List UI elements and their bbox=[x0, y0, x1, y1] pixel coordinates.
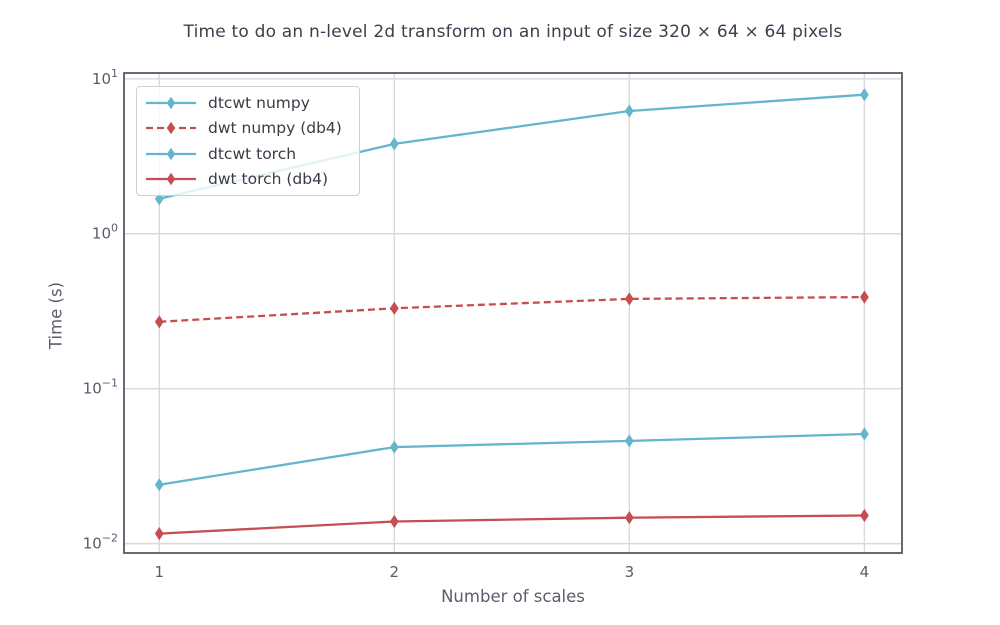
legend-label: dtcwt torch bbox=[208, 144, 297, 163]
y-tick-label: 101 bbox=[92, 67, 118, 88]
axes-border bbox=[123, 72, 903, 554]
chart-title: Time to do an n-level 2d transform on an… bbox=[183, 22, 843, 42]
data-point-dtcwt-torch bbox=[624, 434, 634, 448]
legend-sample-marker bbox=[166, 147, 176, 160]
series-line-dtcwt-torch bbox=[159, 432, 865, 486]
tick-labels: 1 2 3 4 101 100 10−1 10−2 bbox=[83, 67, 869, 581]
legend-sample-marker bbox=[166, 122, 176, 135]
x-tick-label: 4 bbox=[860, 563, 870, 581]
legend-sample-marker bbox=[166, 96, 176, 109]
x-tick-label: 3 bbox=[625, 563, 635, 581]
data-point-dtcwt-torch bbox=[860, 427, 869, 441]
data-point-dwt-torch-db4 bbox=[154, 527, 164, 541]
series-line-dwt-torch-db4 bbox=[159, 514, 865, 535]
data-point-dtcwt-numpy bbox=[624, 104, 634, 118]
data-point-dwt-numpy-db4 bbox=[860, 290, 869, 304]
legend-item: dwt torch (db4) bbox=[145, 170, 351, 188]
y-tick-label: 10−2 bbox=[83, 532, 118, 553]
x-tick-label: 1 bbox=[154, 563, 164, 581]
y-tick-label: 10−1 bbox=[83, 377, 118, 398]
legend-line-sample-icon bbox=[146, 96, 196, 109]
x-tick-label: 2 bbox=[390, 563, 400, 581]
legend-line-sample-icon bbox=[146, 173, 196, 186]
legend-line-sample-icon bbox=[146, 147, 196, 160]
y-tick-label: 100 bbox=[92, 222, 118, 243]
data-point-dtcwt-torch bbox=[154, 478, 164, 492]
legend-label: dwt torch (db4) bbox=[208, 170, 329, 189]
data-point-dwt-numpy-db4 bbox=[624, 292, 634, 306]
legend-sample-marker bbox=[166, 173, 176, 186]
series-line-dwt-numpy-db4 bbox=[159, 295, 865, 323]
data-point-dwt-numpy-db4 bbox=[154, 315, 164, 329]
legend-line-sample-icon bbox=[146, 122, 196, 135]
legend-label: dtcwt numpy bbox=[208, 93, 310, 112]
legend-item: dtcwt torch bbox=[145, 145, 351, 163]
data-point-dtcwt-numpy bbox=[860, 88, 869, 102]
legend: dtcwt numpy dwt numpy (db4) dtcwt torch … bbox=[136, 86, 360, 196]
legend-label: dwt numpy (db4) bbox=[208, 119, 342, 138]
legend-item: dwt numpy (db4) bbox=[145, 119, 351, 137]
y-axis-label: Time (s) bbox=[46, 281, 66, 350]
x-axis-label: Number of scales bbox=[441, 587, 585, 606]
legend-item: dtcwt numpy bbox=[145, 94, 351, 112]
